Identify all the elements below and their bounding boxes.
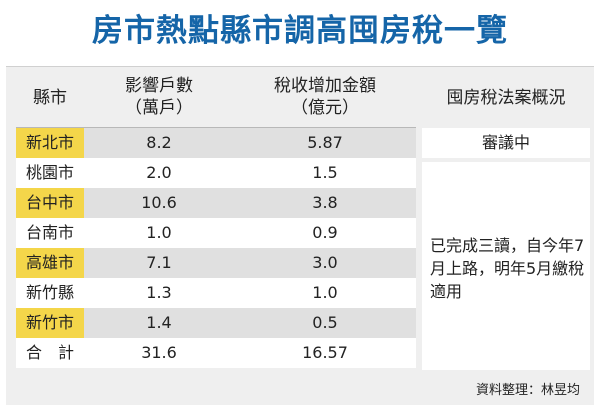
row-city: 合 計	[25, 343, 74, 362]
header-tax-label: 稅收增加金額	[274, 76, 376, 96]
row-city: 桃園市	[25, 163, 74, 182]
header-households-unit: （萬戶）	[125, 98, 193, 118]
table-panel: 縣市 影響戶數 （萬戶） 稅收增加金額 （億元） 囤房稅法案概況 新北市 8.2…	[6, 66, 594, 405]
table-row: 台中市 10.6 3.8	[16, 188, 416, 218]
row-tax: 1.5	[312, 163, 338, 182]
page-title: 房市熱點縣市調高囤房稅一覽	[92, 13, 508, 49]
row-tax: 0.5	[312, 313, 338, 332]
table-row: 新竹市 1.4 0.5	[16, 308, 416, 338]
header-tax: 稅收增加金額 （億元）	[234, 75, 416, 119]
header-tax-unit: （億元）	[291, 98, 359, 118]
row-city: 新北市	[16, 128, 84, 158]
table-row: 高雄市 7.1 3.0	[16, 248, 416, 278]
status-passed-box: 已完成三讀，自今年7月上路，明年5月繳稅適用	[422, 162, 590, 370]
header-status: 囤房稅法案概況	[446, 88, 566, 108]
row-city: 新竹市	[16, 308, 84, 338]
row-households: 7.1	[146, 253, 172, 272]
row-households: 1.3	[146, 283, 172, 302]
header-divider	[16, 127, 416, 128]
row-households: 1.0	[146, 223, 172, 242]
row-city: 台中市	[16, 188, 84, 218]
row-households: 31.6	[141, 343, 177, 362]
table-row: 新竹縣 1.3 1.0	[16, 278, 416, 308]
row-tax: 3.8	[312, 193, 338, 212]
source-credit: 資料整理：林昱均	[475, 383, 580, 398]
row-households: 8.2	[146, 133, 172, 152]
header-households-label: 影響戶數	[125, 76, 193, 96]
row-tax: 16.57	[302, 343, 348, 362]
row-tax: 1.0	[312, 283, 338, 302]
table-row: 台南市 1.0 0.9	[16, 218, 416, 248]
header-city: 縣市	[33, 88, 67, 108]
row-city: 台南市	[25, 223, 74, 242]
row-tax: 3.0	[312, 253, 338, 272]
row-city: 新竹縣	[25, 283, 74, 302]
row-tax: 5.87	[307, 133, 343, 152]
row-households: 10.6	[141, 193, 177, 212]
row-city: 高雄市	[16, 248, 84, 278]
table-row: 桃園市 2.0 1.5	[16, 158, 416, 188]
status-under-review: 審議中	[422, 128, 590, 158]
table-row-total: 合 計 31.6 16.57	[16, 338, 416, 368]
header-households: 影響戶數 （萬戶）	[84, 75, 234, 119]
row-tax: 0.9	[312, 223, 338, 242]
table-row: 新北市 8.2 5.87	[16, 128, 416, 158]
row-households: 1.4	[146, 313, 172, 332]
status-passed-text: 已完成三讀，自今年7月上路，明年5月繳稅適用	[430, 236, 585, 301]
row-households: 2.0	[146, 163, 172, 182]
